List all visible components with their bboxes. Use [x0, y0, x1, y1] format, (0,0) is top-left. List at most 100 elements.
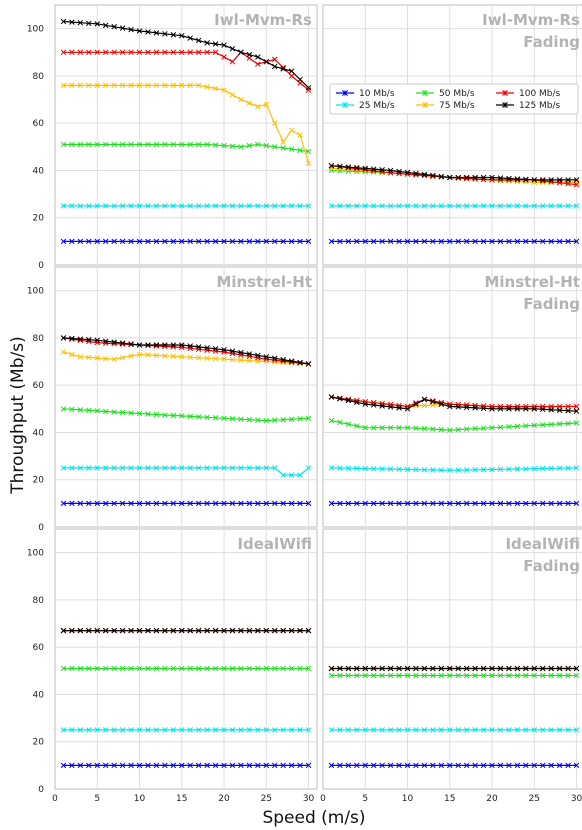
data-point	[229, 762, 236, 769]
legend-marker	[422, 90, 428, 96]
data-point	[305, 415, 312, 422]
data-point	[119, 354, 126, 361]
data-point	[480, 665, 487, 672]
data-point	[77, 762, 84, 769]
data-point	[463, 175, 470, 182]
data-point	[238, 762, 244, 769]
subplot-3: 0 20 40 60 80 100 Minstrel-Ht	[27, 266, 318, 533]
x-tick-label: 25	[529, 794, 540, 804]
data-point	[102, 500, 109, 507]
y-tick-label: 40	[33, 428, 45, 438]
data-point	[86, 407, 92, 414]
data-point	[212, 41, 219, 47]
data-point	[480, 203, 487, 209]
data-point	[548, 421, 554, 428]
data-point	[271, 120, 278, 126]
data-point	[212, 346, 219, 352]
data-point	[179, 665, 185, 672]
data-point	[229, 45, 236, 52]
data-point	[362, 165, 369, 172]
data-point	[136, 465, 143, 471]
data-point	[94, 465, 101, 471]
data-point	[255, 665, 261, 672]
data-point	[438, 426, 445, 433]
data-point	[565, 403, 571, 410]
data-point	[337, 419, 343, 426]
series-50-mb-s	[60, 141, 312, 155]
data-point	[86, 238, 92, 245]
data-point	[288, 203, 295, 209]
data-point	[212, 85, 219, 92]
series-10-mb-s	[60, 500, 312, 507]
data-point	[255, 727, 261, 733]
data-point	[337, 203, 343, 209]
data-point	[77, 354, 84, 360]
data-point	[102, 355, 109, 362]
data-point	[379, 672, 385, 679]
data-point	[60, 141, 67, 148]
data-point	[539, 422, 546, 428]
data-point	[246, 351, 253, 357]
y-tick-label: 40	[33, 690, 45, 700]
data-point	[153, 762, 160, 769]
data-point	[119, 82, 126, 89]
data-point	[111, 339, 117, 345]
data-point	[438, 762, 445, 769]
data-point	[212, 665, 219, 672]
data-point	[556, 238, 563, 245]
data-point	[145, 238, 151, 245]
data-point	[480, 403, 487, 409]
data-point	[497, 672, 504, 679]
data-point	[539, 727, 546, 733]
data-point	[255, 203, 261, 209]
data-point	[497, 727, 504, 733]
data-point	[60, 500, 67, 507]
data-point	[337, 396, 343, 402]
data-point	[94, 238, 101, 245]
data-point	[396, 665, 402, 672]
series-10-mb-s	[60, 238, 312, 245]
data-point	[531, 665, 538, 672]
data-point	[162, 500, 168, 507]
data-point	[421, 203, 428, 209]
data-point	[305, 148, 312, 155]
data-point	[565, 500, 571, 507]
data-point	[337, 163, 343, 170]
data-point	[354, 727, 360, 733]
data-point	[212, 762, 219, 769]
data-point	[413, 665, 419, 672]
data-point	[229, 58, 236, 65]
data-point	[573, 465, 580, 471]
data-point	[238, 727, 244, 733]
data-point	[345, 203, 352, 209]
data-point	[255, 238, 261, 245]
data-point	[297, 132, 303, 138]
data-point	[170, 49, 177, 56]
data-point	[345, 500, 352, 507]
data-point	[77, 500, 84, 507]
data-point	[102, 238, 109, 245]
x-tick-label: 30	[303, 794, 315, 804]
data-point	[573, 403, 580, 410]
data-point	[153, 627, 160, 634]
data-point	[447, 762, 453, 769]
data-point	[119, 627, 126, 634]
x-tick-label: 20	[218, 794, 230, 804]
data-point	[221, 54, 227, 60]
data-point	[497, 762, 504, 769]
data-point	[94, 49, 101, 56]
data-point	[506, 665, 512, 672]
data-point	[370, 762, 377, 769]
data-point	[337, 465, 343, 471]
data-point	[404, 203, 411, 209]
data-point	[514, 500, 521, 507]
data-point	[195, 665, 202, 672]
data-point	[430, 172, 436, 179]
data-point	[531, 203, 538, 209]
data-point	[396, 238, 402, 245]
data-point	[246, 665, 253, 672]
data-point	[77, 665, 84, 672]
y-tick-label: 60	[33, 381, 45, 391]
subplot-2: Iwl-Mvm-Rs Fading	[322, 4, 582, 266]
data-point	[69, 727, 75, 733]
